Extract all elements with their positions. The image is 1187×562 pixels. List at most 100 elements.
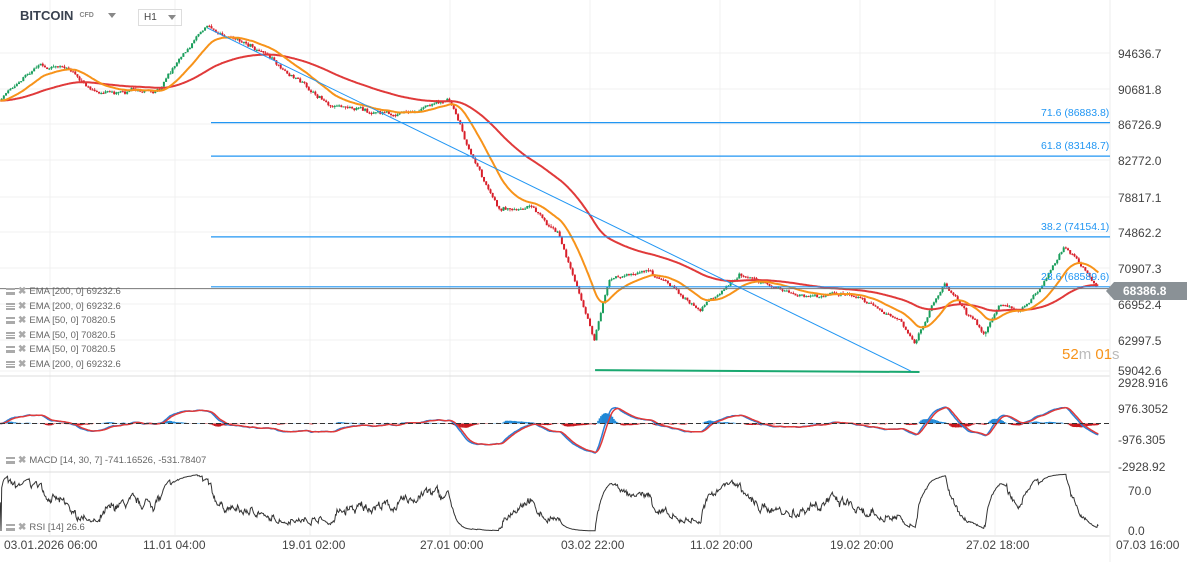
indicator-legend[interactable]: ✖ EMA [50, 0] 70820.5 — [6, 315, 115, 326]
menu-icon[interactable] — [6, 524, 15, 531]
candle — [965, 307, 968, 316]
candle — [749, 276, 752, 279]
candle — [508, 207, 511, 212]
candle — [967, 314, 970, 317]
candle — [699, 308, 702, 313]
indicator-legend[interactable]: ✖ EMA [200, 0] 69232.6 — [6, 301, 121, 312]
indicator-label: MACD [14, 30, 7] -741.16526, -531.78407 — [29, 455, 207, 466]
symbol-selector[interactable]: BITCOIN CFD — [20, 8, 116, 23]
candle — [811, 294, 814, 297]
indicator-legend[interactable]: ✖ EMA [200, 0] 69232.6 — [6, 286, 121, 297]
close-icon[interactable]: ✖ — [18, 344, 27, 355]
close-icon[interactable]: ✖ — [18, 300, 27, 312]
price-axis-tick: 90681.8 — [1118, 83, 1162, 97]
candle — [1054, 262, 1057, 266]
indicator-legend[interactable]: ✖ MACD [14, 30, 7] -741.16526, -531.78407 — [6, 455, 206, 466]
candle — [428, 103, 431, 107]
candle — [969, 314, 972, 318]
time-axis-tick: 03.02 22:00 — [561, 538, 625, 552]
fib-level-label: 61.8 (83148.7) — [1041, 140, 1110, 153]
candle — [783, 289, 786, 292]
candle — [355, 106, 358, 111]
indicator-legend[interactable]: ✖ EMA [50, 0] 70820.5 — [6, 344, 115, 355]
indicator-legend[interactable]: ✖ EMA [50, 0] 70820.5 — [6, 330, 115, 341]
time-axis-tick: 11.01 04:00 — [143, 538, 206, 552]
candle — [297, 77, 300, 80]
candle — [606, 286, 609, 297]
price-axis-tick: 94636.7 — [1118, 47, 1162, 61]
close-icon[interactable]: ✖ — [18, 358, 27, 370]
indicator-legend[interactable]: ✖ RSI [14] 26.6 — [6, 522, 85, 533]
candle — [253, 46, 256, 52]
candle — [307, 85, 310, 91]
candle — [891, 315, 894, 318]
candle — [1023, 305, 1026, 308]
ema-50-line — [0, 36, 1100, 329]
menu-icon[interactable] — [6, 302, 15, 310]
candle — [543, 217, 546, 222]
indicator-label: EMA [200, 0] 69232.6 — [29, 286, 121, 297]
candle — [48, 67, 51, 70]
candle — [1051, 265, 1054, 271]
candle — [651, 269, 654, 275]
candle — [80, 78, 83, 82]
candle — [344, 106, 347, 110]
candle — [1047, 272, 1050, 280]
candle — [701, 305, 704, 312]
menu-icon[interactable] — [6, 360, 15, 368]
candle — [74, 70, 77, 75]
candle — [7, 89, 10, 94]
candle — [318, 95, 321, 99]
candle — [788, 289, 791, 294]
candle — [935, 298, 938, 304]
candle — [28, 71, 31, 75]
candle — [288, 72, 291, 77]
candle — [800, 294, 803, 297]
candle — [2, 94, 5, 100]
candle — [911, 334, 914, 340]
candle — [493, 196, 496, 201]
candle — [463, 130, 466, 140]
candle — [883, 311, 886, 315]
candle — [599, 311, 602, 322]
close-icon[interactable]: ✖ — [18, 286, 27, 297]
candle — [1006, 303, 1009, 308]
candle — [346, 105, 349, 110]
candle — [526, 205, 529, 209]
menu-icon[interactable] — [6, 331, 15, 339]
indicator-label: RSI [14] 26.6 — [29, 522, 85, 533]
price-axis-tick: 70907.3 — [1118, 262, 1162, 276]
price-axis-tick: 59042.6 — [1118, 364, 1162, 378]
candle — [666, 280, 669, 285]
candle — [974, 317, 977, 320]
candle — [275, 59, 278, 66]
candle — [738, 272, 741, 279]
candle — [78, 75, 81, 82]
candle — [314, 90, 317, 96]
timeframe-select[interactable]: H1 — [138, 9, 182, 26]
candle — [279, 64, 282, 70]
candle — [863, 297, 866, 303]
close-icon[interactable]: ✖ — [18, 522, 27, 533]
candle — [76, 74, 79, 79]
candle — [725, 285, 728, 290]
close-icon[interactable]: ✖ — [18, 455, 27, 466]
candle — [534, 206, 537, 213]
candle — [1073, 253, 1076, 258]
candle — [316, 93, 319, 99]
close-icon[interactable]: ✖ — [18, 315, 27, 326]
menu-icon[interactable] — [6, 457, 15, 464]
candle — [424, 105, 427, 109]
candle — [52, 64, 55, 68]
menu-icon[interactable] — [6, 317, 15, 324]
candle — [919, 329, 922, 335]
candle — [614, 276, 617, 280]
menu-icon[interactable] — [6, 346, 15, 353]
indicator-legend[interactable]: ✖ EMA [200, 0] 69232.6 — [6, 359, 121, 370]
candle — [426, 105, 429, 108]
candle — [366, 107, 369, 114]
candle — [511, 208, 514, 212]
menu-icon[interactable] — [6, 288, 15, 295]
close-icon[interactable]: ✖ — [18, 329, 27, 341]
